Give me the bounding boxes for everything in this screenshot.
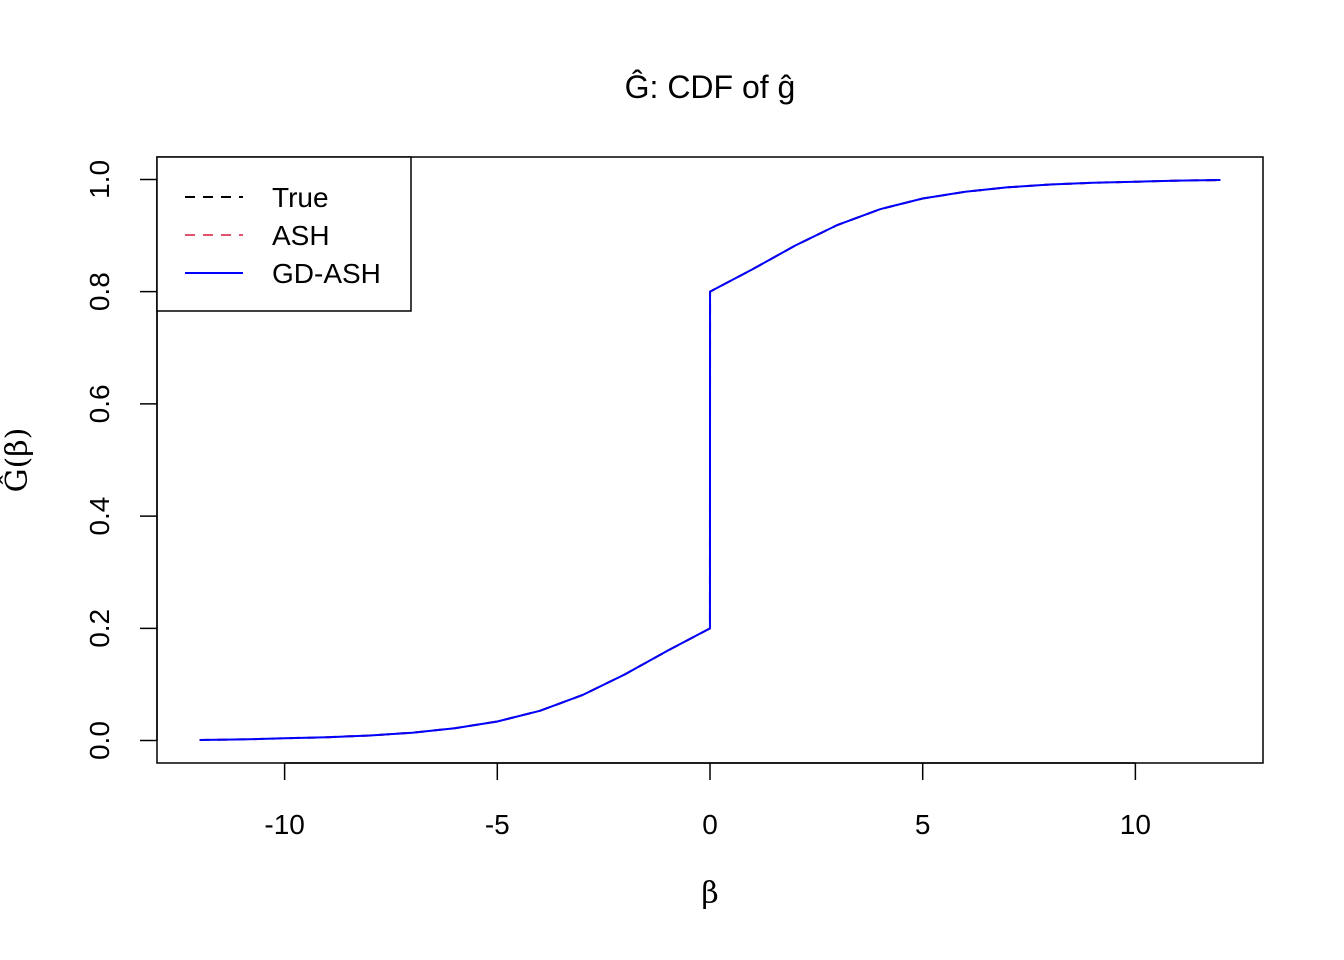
x-tick-label: 5 [915, 809, 931, 840]
legend-label: True [272, 182, 329, 213]
y-tick-label: 1.0 [84, 160, 115, 199]
chart-title: Ĝ: CDF of ĝ [625, 69, 796, 105]
legend-label: GD-ASH [272, 258, 381, 289]
x-tick-label: -10 [264, 809, 304, 840]
x-tick-label: 10 [1120, 809, 1151, 840]
legend: True ASH GD-ASH [156, 156, 412, 312]
y-tick-label: 0.8 [84, 272, 115, 311]
x-axis: -10 -5 0 5 10 [264, 762, 1151, 840]
legend-box [156, 156, 412, 312]
y-axis: 0.0 0.2 0.4 0.6 0.8 1.0 [84, 160, 158, 760]
series-line-gd-ash [199, 179, 1221, 741]
series-layer [199, 179, 1221, 741]
x-tick-label: 0 [702, 809, 718, 840]
y-tick-label: 0.2 [84, 609, 115, 648]
y-axis-label: Ĝ(β) [0, 428, 35, 493]
legend-label: ASH [272, 220, 330, 251]
y-tick-label: 0.4 [84, 497, 115, 536]
y-tick-label: 0.0 [84, 721, 115, 760]
x-tick-label: -5 [485, 809, 510, 840]
y-tick-label: 0.6 [84, 384, 115, 423]
x-axis-label: β [701, 876, 718, 911]
